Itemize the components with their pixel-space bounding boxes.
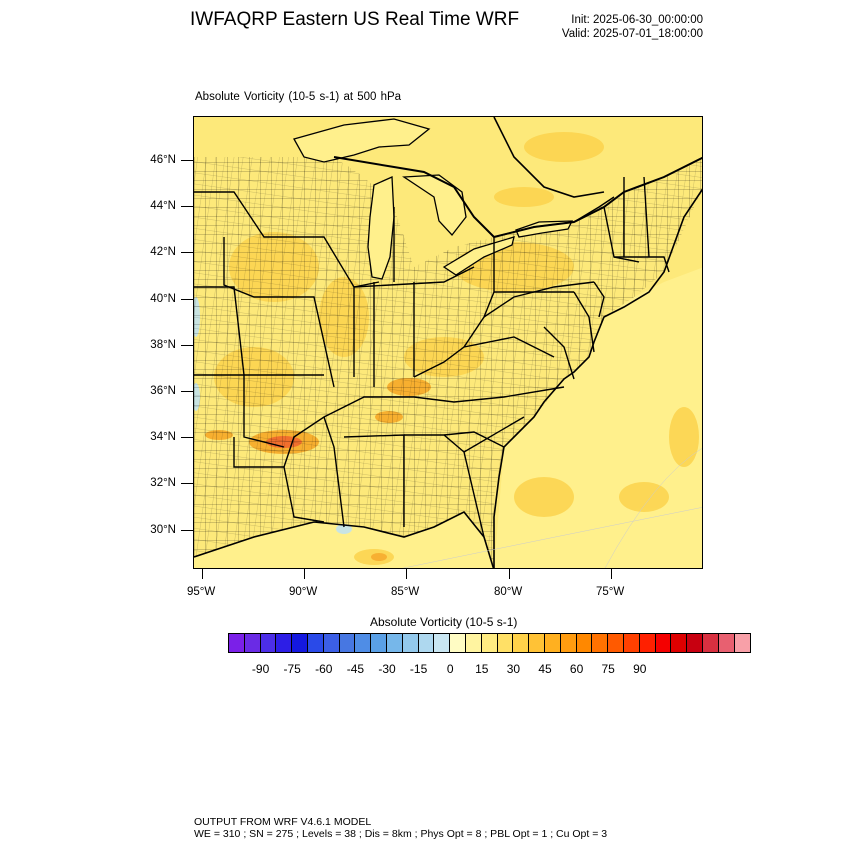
colorbar-label: 0 — [446, 662, 454, 676]
colorbar-swatch — [450, 634, 466, 652]
colorbar-swatch — [655, 634, 672, 652]
colorbar-label: -15 — [409, 662, 428, 676]
lat-label-44n: 44°N — [150, 200, 176, 212]
colorbar-title: Absolute Vorticity (10-5 s-1) — [370, 615, 518, 629]
lon-label-85w: 85°W — [391, 586, 420, 598]
valid-time: Valid: 2025-07-01_18:00:00 — [561, 28, 703, 40]
lon-tick — [406, 569, 407, 579]
colorbar-swatch — [718, 634, 735, 652]
model-version: OUTPUT FROM WRF V4.6.1 MODEL — [194, 816, 372, 828]
colorbar-swatch — [276, 634, 293, 652]
colorbar-swatch — [339, 634, 356, 652]
lat-label-34n: 34°N — [150, 431, 176, 443]
lon-label-95w: 95°W — [187, 586, 216, 598]
plot-title: IWFAQRP Eastern US Real Time WRF — [190, 9, 520, 30]
gulf-of-mexico — [194, 512, 494, 568]
graticule — [402, 447, 702, 568]
colorbar-swatch — [260, 634, 277, 652]
colorbar — [228, 633, 752, 653]
colorbar-swatch — [355, 634, 372, 652]
lat-tick — [181, 345, 193, 346]
lon-tick — [509, 569, 510, 579]
lon-tick — [611, 569, 612, 579]
lat-tick — [181, 252, 193, 253]
colorbar-swatch — [623, 634, 640, 652]
great-lakes — [293, 118, 574, 280]
colorbar-label: 15 — [475, 662, 489, 676]
field-label: Absolute Vorticity (10-5 s-1) at 500 hPa — [195, 91, 402, 103]
colorbar-swatch — [244, 634, 261, 652]
atlantic-coastline — [493, 188, 702, 568]
colorbar-swatch — [560, 634, 577, 652]
colorbar-swatch — [323, 634, 340, 652]
colorbar-swatch — [497, 634, 514, 652]
colorbar-label: 90 — [633, 662, 647, 676]
colorbar-swatch — [402, 634, 419, 652]
canada-provincial-border — [493, 117, 605, 198]
state-borders — [194, 176, 670, 538]
map-canvas — [194, 117, 702, 568]
model-config: WE = 310 ; SN = 275 ; Levels = 38 ; Dis … — [194, 828, 608, 840]
colorbar-swatch — [229, 634, 245, 652]
us-canada-border — [333, 156, 702, 239]
lat-label-38n: 38°N — [150, 339, 176, 351]
colorbar-swatch — [513, 634, 530, 652]
colorbar-swatch — [371, 634, 387, 652]
lat-label-32n: 32°N — [150, 477, 176, 489]
colorbar-label: -90 — [251, 662, 270, 676]
colorbar-swatch — [639, 634, 656, 652]
colorbar-label: 45 — [538, 662, 552, 676]
colorbar-swatch — [734, 634, 751, 652]
lat-label-36n: 36°N — [150, 385, 176, 397]
colorbar-swatch — [481, 634, 498, 652]
lake-huron — [402, 174, 467, 237]
lat-tick — [181, 437, 193, 438]
county-boundaries-alt — [194, 157, 702, 568]
colorbar-swatch — [418, 634, 435, 652]
lat-tick — [181, 206, 193, 207]
lat-label-30n: 30°N — [150, 524, 176, 536]
lat-tick — [181, 530, 193, 531]
run-times: Init: 2025-06-30_00:00:00 Valid: 2025-07… — [562, 13, 703, 41]
lat-label-42n: 42°N — [150, 246, 176, 258]
lat-tick — [181, 160, 193, 161]
colorbar-swatch — [386, 634, 403, 652]
colorbar-swatch — [434, 634, 451, 652]
colorbar-label: -45 — [346, 662, 365, 676]
colorbar-swatch — [292, 634, 308, 652]
colorbar-swatch — [465, 634, 482, 652]
model-info: OUTPUT FROM WRF V4.6.1 MODEL WE = 310 ; … — [194, 816, 607, 840]
vorticity-map — [193, 116, 703, 569]
colorbar-swatch — [529, 634, 545, 652]
lake-erie — [442, 236, 515, 276]
colorbar-swatch — [608, 634, 624, 652]
colorbar-label: 30 — [506, 662, 521, 676]
colorbar-label: -75 — [283, 662, 301, 676]
colorbar-swatch — [592, 634, 609, 652]
lon-tick — [304, 569, 305, 579]
colorbar-swatch — [702, 634, 719, 652]
lon-tick — [202, 569, 203, 579]
lon-label-75w: 75°W — [596, 586, 625, 598]
lake-superior — [293, 118, 431, 163]
lat-label-40n: 40°N — [150, 293, 176, 305]
lon-label-80w: 80°W — [494, 586, 523, 598]
lat-label-46n: 46°N — [150, 154, 176, 166]
colorbar-swatch — [544, 634, 561, 652]
colorbar-swatch — [307, 634, 324, 652]
lon-label-90w: 90°W — [289, 586, 318, 598]
lat-tick — [181, 483, 193, 484]
lat-tick — [181, 391, 193, 392]
colorbar-label: 60 — [569, 662, 584, 676]
colorbar-swatch — [671, 634, 688, 652]
colorbar-label: 75 — [601, 662, 615, 676]
colorbar-label: -60 — [315, 662, 333, 676]
gulf-coastline — [194, 510, 495, 568]
lake-michigan — [367, 176, 395, 280]
colorbar-swatch — [687, 634, 703, 652]
colorbar-label: -30 — [378, 662, 396, 676]
lat-tick — [181, 299, 193, 300]
colorbar-swatch — [576, 634, 593, 652]
init-time: Init: 2025-06-30_00:00:00 — [571, 14, 703, 26]
